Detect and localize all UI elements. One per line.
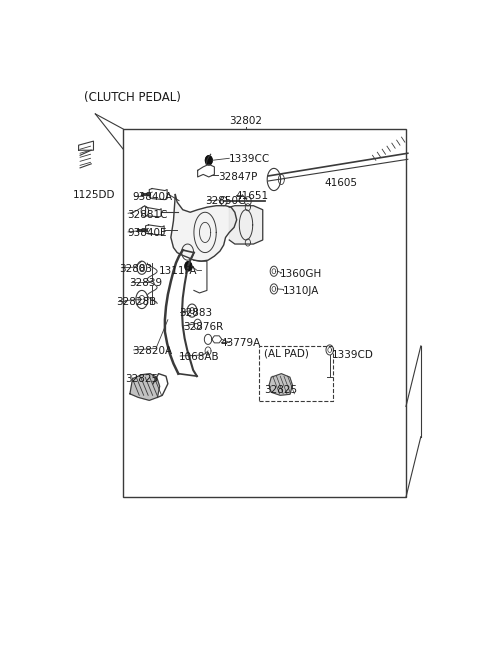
Text: 32825: 32825	[125, 374, 158, 384]
Text: 32876R: 32876R	[183, 322, 223, 331]
Text: 1339CC: 1339CC	[229, 155, 271, 164]
Text: (CLUTCH PEDAL): (CLUTCH PEDAL)	[84, 91, 181, 104]
Text: 32802: 32802	[229, 117, 263, 126]
Polygon shape	[130, 373, 160, 400]
Text: 32850C: 32850C	[205, 196, 245, 206]
Text: 1068AB: 1068AB	[179, 352, 220, 362]
Polygon shape	[185, 262, 192, 271]
Bar	[259, 346, 334, 402]
Text: 1339CD: 1339CD	[332, 350, 373, 360]
Polygon shape	[269, 373, 292, 396]
Text: 41605: 41605	[324, 178, 357, 188]
Text: 1125DD: 1125DD	[73, 189, 116, 200]
Text: 32839: 32839	[129, 278, 162, 288]
Polygon shape	[205, 156, 212, 165]
Text: 93840A: 93840A	[132, 192, 173, 202]
Bar	[123, 129, 406, 497]
Text: 43779A: 43779A	[220, 339, 260, 348]
Text: 1310JA: 1310JA	[282, 286, 319, 297]
Text: 41651: 41651	[236, 191, 269, 200]
Text: 32820A: 32820A	[132, 346, 173, 356]
Text: 1311FA: 1311FA	[158, 267, 197, 276]
Text: 32881C: 32881C	[127, 210, 168, 220]
Text: (AL PAD): (AL PAD)	[264, 348, 309, 358]
Polygon shape	[171, 195, 237, 261]
Text: 32828B: 32828B	[117, 297, 157, 307]
Text: 93840E: 93840E	[127, 229, 167, 238]
Text: 1360GH: 1360GH	[279, 269, 322, 279]
Text: 32847P: 32847P	[218, 172, 257, 182]
Text: 32883: 32883	[179, 308, 212, 318]
Text: 32883: 32883	[120, 264, 153, 274]
Polygon shape	[229, 206, 263, 244]
Text: 32825: 32825	[264, 385, 297, 395]
